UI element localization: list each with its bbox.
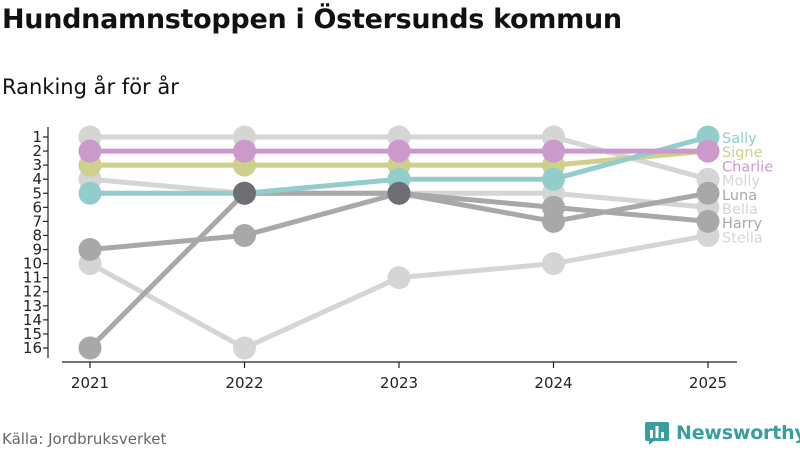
series-point-sally [78, 181, 102, 205]
y-tick-label: 14 [23, 311, 42, 329]
x-tick-label: 2023 [380, 374, 418, 392]
series-point-harry [78, 238, 102, 262]
series-label-sally: Sally [722, 131, 757, 147]
series-label-harry: Harry [722, 216, 762, 232]
x-tick-label: 2025 [689, 374, 727, 392]
source-note: Källa: Jordbruksverket [2, 430, 167, 448]
series-label-signe: Signe [722, 145, 763, 161]
x-tick-label: 2021 [71, 374, 109, 392]
series-label-charlie: Charlie [722, 159, 773, 175]
series-point-harry [696, 209, 720, 233]
chart-subtitle: Ranking år för år [2, 75, 179, 99]
series-point-luna [542, 209, 565, 233]
series-label-stella: Stella [722, 230, 763, 246]
y-tick-label: 1 [32, 128, 42, 146]
series-point-charlie [78, 139, 102, 163]
series-point-stella [233, 336, 256, 360]
series-point-stella [542, 252, 565, 276]
y-tick-label: 2 [32, 142, 42, 160]
x-tick-label: 2024 [534, 374, 572, 392]
brand-name: Newsworthy [676, 422, 800, 444]
y-tick-label: 3 [32, 156, 42, 174]
series-point-sally [542, 167, 565, 191]
series-point-charlie [233, 139, 256, 163]
y-tick-label: 15 [23, 325, 42, 343]
series-point-harry [233, 223, 256, 247]
x-tick-label: 2022 [225, 374, 263, 392]
y-tick-label: 16 [23, 339, 42, 357]
y-tick-label: 6 [32, 198, 42, 216]
series-point-luna [78, 336, 102, 360]
series-label-bella: Bella [722, 202, 758, 218]
y-tick-label: 5 [32, 184, 42, 202]
highlight-point [387, 181, 411, 205]
series-points [78, 125, 720, 360]
y-tick-label: 13 [23, 297, 42, 315]
y-tick-label: 4 [32, 170, 42, 188]
y-tick-label: 8 [32, 226, 42, 244]
series-point-stella [387, 266, 411, 290]
highlight-point [233, 181, 256, 205]
chart-title: Hundnamnstoppen i Östersunds kommun [2, 4, 622, 35]
y-tick-label: 7 [32, 212, 42, 230]
series-point-charlie [696, 139, 720, 163]
chart-axes: 2021 2022 2023 2024 202512345678910111213141… [23, 127, 737, 392]
series-point-luna [696, 181, 720, 205]
y-tick-label: 11 [23, 269, 42, 287]
series-label-molly: Molly [722, 174, 760, 190]
series-point-charlie [387, 139, 411, 163]
series-label-luna: Luna [722, 188, 757, 204]
series-labels: SallySigneCharlieMollyLunaBellaHarryStel… [722, 131, 773, 246]
y-tick-label: 12 [23, 283, 42, 301]
newsworthy-logo-icon [645, 422, 669, 445]
series-point-charlie [542, 139, 565, 163]
brand-logo: Newsworthy [644, 420, 800, 446]
y-tick-label: 9 [32, 241, 42, 259]
y-tick-label: 10 [23, 255, 42, 273]
